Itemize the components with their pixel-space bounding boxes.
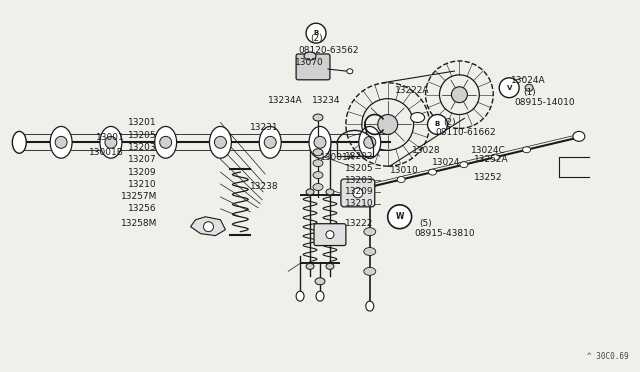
Circle shape (428, 115, 447, 134)
Text: 13202: 13202 (345, 152, 373, 161)
Ellipse shape (313, 160, 323, 167)
Circle shape (314, 137, 326, 148)
Ellipse shape (304, 52, 316, 60)
Circle shape (353, 188, 363, 198)
Circle shape (326, 231, 334, 238)
Ellipse shape (364, 267, 376, 275)
Ellipse shape (397, 177, 405, 183)
Ellipse shape (50, 126, 72, 158)
Ellipse shape (259, 126, 281, 158)
Circle shape (160, 137, 172, 148)
Ellipse shape (573, 131, 585, 141)
Text: 13257M: 13257M (121, 192, 157, 201)
Text: 08120-63562: 08120-63562 (298, 45, 358, 55)
Text: 13238: 13238 (250, 183, 279, 192)
Ellipse shape (313, 171, 323, 179)
Text: 13209: 13209 (345, 187, 374, 196)
Text: 13024A: 13024A (511, 76, 546, 85)
Ellipse shape (364, 228, 376, 235)
Circle shape (204, 222, 214, 232)
Ellipse shape (326, 263, 334, 269)
Text: ^ 30C0.69: ^ 30C0.69 (587, 352, 628, 361)
Text: B: B (435, 122, 440, 128)
Text: V: V (506, 85, 512, 91)
Ellipse shape (313, 149, 323, 156)
FancyBboxPatch shape (296, 54, 330, 80)
Ellipse shape (296, 291, 304, 301)
Text: 13209: 13209 (128, 168, 156, 177)
Text: 13258M: 13258M (121, 219, 157, 228)
FancyBboxPatch shape (314, 224, 346, 246)
Text: (5): (5) (420, 219, 432, 228)
FancyBboxPatch shape (341, 179, 375, 207)
Circle shape (364, 137, 376, 148)
Ellipse shape (523, 147, 531, 153)
Ellipse shape (326, 189, 334, 195)
Circle shape (55, 137, 67, 148)
Circle shape (264, 137, 276, 148)
Text: 13203: 13203 (128, 143, 156, 152)
Text: 13231: 13231 (250, 123, 279, 132)
Circle shape (499, 78, 519, 98)
Text: 13024C: 13024C (471, 146, 506, 155)
Text: 13234A: 13234A (268, 96, 303, 105)
Text: 13252A: 13252A (474, 155, 509, 164)
Text: 08110-61662: 08110-61662 (435, 128, 496, 137)
Circle shape (378, 115, 397, 134)
Circle shape (105, 137, 117, 148)
Ellipse shape (460, 162, 468, 168)
Text: (1): (1) (523, 88, 536, 97)
Text: 13028: 13028 (412, 146, 440, 155)
Circle shape (214, 137, 227, 148)
Text: 13024: 13024 (431, 158, 460, 167)
Text: 13201: 13201 (128, 118, 156, 127)
Text: 13256: 13256 (128, 204, 156, 213)
Circle shape (451, 87, 467, 103)
Ellipse shape (364, 247, 376, 256)
Text: 13001: 13001 (96, 133, 125, 142)
Ellipse shape (313, 114, 323, 121)
Text: (2): (2) (310, 33, 323, 43)
Text: 13010: 13010 (390, 166, 419, 174)
Ellipse shape (313, 183, 323, 190)
Ellipse shape (315, 278, 325, 285)
Text: 13070: 13070 (295, 58, 324, 67)
Ellipse shape (366, 301, 374, 311)
Text: W: W (396, 212, 404, 221)
Circle shape (388, 205, 412, 229)
Text: 13207: 13207 (128, 155, 156, 164)
Ellipse shape (309, 126, 331, 158)
Text: 13222A: 13222A (395, 86, 429, 95)
Ellipse shape (316, 291, 324, 301)
Text: 13203: 13203 (345, 176, 374, 185)
Ellipse shape (306, 189, 314, 195)
Ellipse shape (306, 263, 314, 269)
Polygon shape (191, 217, 225, 235)
Text: 13234: 13234 (312, 96, 340, 105)
Text: B: B (314, 30, 319, 36)
Text: 08915-43810: 08915-43810 (415, 229, 476, 238)
Circle shape (306, 23, 326, 43)
Ellipse shape (100, 126, 122, 158)
Text: 13205: 13205 (128, 131, 156, 140)
Text: 13210: 13210 (345, 199, 374, 208)
Ellipse shape (411, 113, 424, 122)
Text: 13252: 13252 (474, 173, 503, 182)
Text: 13001B: 13001B (89, 148, 124, 157)
Ellipse shape (209, 126, 232, 158)
Ellipse shape (155, 126, 177, 158)
Text: 13210: 13210 (128, 180, 156, 189)
Ellipse shape (365, 182, 375, 190)
Text: 08915-14010: 08915-14010 (514, 98, 575, 107)
Ellipse shape (429, 169, 436, 175)
Text: 13222: 13222 (345, 219, 373, 228)
Ellipse shape (12, 131, 26, 153)
Ellipse shape (359, 126, 381, 158)
Text: 13205: 13205 (345, 164, 374, 173)
Ellipse shape (347, 69, 353, 74)
Text: (2): (2) (444, 118, 456, 127)
Ellipse shape (492, 154, 499, 160)
Ellipse shape (525, 84, 533, 91)
Text: 13001A: 13001A (320, 153, 355, 162)
